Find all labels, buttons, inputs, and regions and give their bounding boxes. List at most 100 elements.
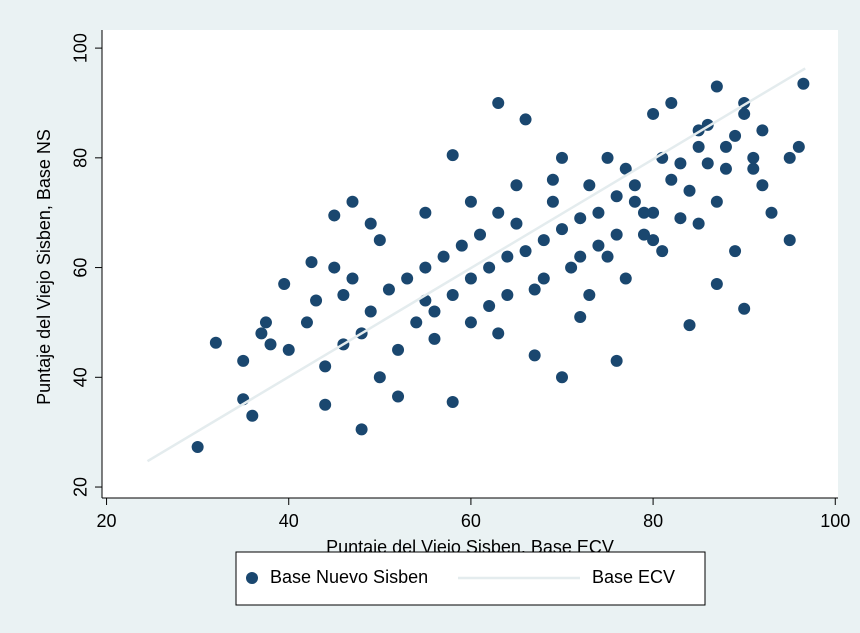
point [574,310,587,323]
point [574,212,587,225]
point [537,272,550,285]
y-tick-label: 40 [71,367,91,387]
point [637,228,650,241]
point [392,343,405,356]
point [364,305,377,318]
point [674,212,687,225]
point [765,206,778,219]
point [738,302,751,315]
point [674,157,687,170]
point [300,316,313,329]
point [446,395,459,408]
point [464,195,477,208]
point [710,278,723,291]
point [264,338,277,351]
point [647,234,660,247]
point [729,129,742,142]
point [592,206,605,219]
point [428,305,441,318]
point [665,173,678,186]
point [492,96,505,109]
point [619,272,632,285]
point [464,316,477,329]
y-tick-label: 100 [71,33,91,63]
point [501,250,514,263]
point [583,288,596,301]
point [756,124,769,137]
y-tick-label: 20 [71,477,91,497]
point [601,250,614,263]
point [610,354,623,367]
point [419,206,432,219]
point [738,107,751,120]
point [647,107,660,120]
point [556,223,568,236]
point [328,209,341,222]
point [692,140,705,153]
point [628,195,641,208]
point [537,234,550,247]
plot-area [102,30,838,498]
y-tick-label: 60 [71,258,91,278]
point [546,173,559,186]
fit-line [146,67,806,463]
point [583,179,596,192]
point [373,234,386,247]
point [665,96,678,109]
point [528,283,541,296]
point [797,77,810,90]
point [373,371,386,384]
y-tick-label: 80 [71,148,91,168]
legend-label: Base Nuevo Sisben [270,567,428,587]
point [319,360,332,373]
point [610,190,623,203]
point [355,423,368,436]
point [719,162,732,175]
point [701,157,714,170]
point [492,327,505,340]
point [528,349,541,362]
point [783,234,796,247]
point [382,283,395,296]
point [419,261,432,274]
point [492,206,505,219]
x-tick-label: 80 [643,511,663,531]
point [792,140,805,153]
point [474,228,487,241]
point [637,206,650,219]
point [610,228,623,241]
point [647,206,660,219]
point [305,256,318,269]
point [483,299,496,312]
point [401,272,414,285]
point [510,217,523,230]
point [574,250,587,263]
point [464,272,477,285]
point [510,179,523,192]
point [392,390,405,403]
point [556,371,568,384]
point [455,239,468,252]
point [556,151,568,164]
point [428,332,441,345]
point [410,316,423,329]
point [565,261,578,274]
point [364,217,377,230]
point [519,245,532,258]
point [310,294,323,307]
point [346,195,359,208]
point [483,261,496,274]
point [710,195,723,208]
x-tick-label: 60 [461,511,481,531]
point [446,288,459,301]
point [656,245,669,258]
point [209,336,222,349]
point [237,354,250,367]
point [546,195,559,208]
point [337,288,350,301]
point [628,179,641,192]
point [446,149,459,162]
point [683,184,696,197]
